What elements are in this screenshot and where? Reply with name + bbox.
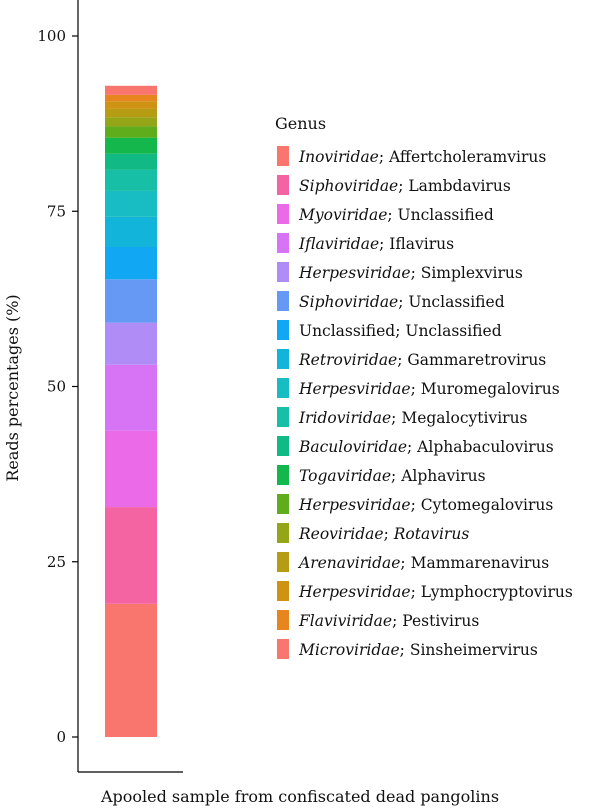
bar-segment-12 xyxy=(105,137,157,154)
legend-title: Genus xyxy=(275,114,326,133)
legend-key-11 xyxy=(277,436,289,456)
legend-label-15: Arenaviridae; Mammarenavirus xyxy=(297,554,549,572)
bar-segment-4 xyxy=(105,364,157,431)
legend-label-18: Microviridae; Sinsheimervirus xyxy=(298,641,538,659)
legend: Genus Inoviridae; Affertcholeramvirus Sip… xyxy=(275,114,573,659)
legend-key-16 xyxy=(277,581,289,601)
legend-label-12: Togaviridae; Alphavirus xyxy=(299,467,486,485)
y-tick-label: 100 xyxy=(37,27,66,45)
legend-key-15 xyxy=(277,552,289,572)
bar-segment-1 xyxy=(105,603,157,737)
bar-segment-6 xyxy=(105,279,157,323)
legend-key-5 xyxy=(277,262,289,282)
legend-key-8 xyxy=(277,349,289,369)
legend-label-7: Unclassified; Unclassified xyxy=(299,322,502,340)
legend-label-10: Iridoviridae; Megalocytivirus xyxy=(298,409,528,427)
y-tick-label: 25 xyxy=(47,553,66,571)
legend-key-9 xyxy=(277,378,289,398)
legend-label-1: Inoviridae; Affertcholeramvirus xyxy=(298,148,546,166)
x-axis-title: Apooled sample from confiscated dead pan… xyxy=(100,787,499,806)
bar-segment-10 xyxy=(105,169,157,191)
y-tick-label: 0 xyxy=(56,728,66,746)
bar-segment-14 xyxy=(105,117,157,127)
bar-segment-18 xyxy=(105,85,157,95)
legend-label-16: Herpesviridae; Lymphocryptovirus xyxy=(298,583,573,601)
y-axis: 0 25 50 75 100 xyxy=(37,0,79,772)
legend-key-13 xyxy=(277,494,289,514)
bar-segment-9 xyxy=(105,190,157,217)
bar-segment-8 xyxy=(105,216,157,248)
legend-key-6 xyxy=(277,291,289,311)
legend-label-4: Iflaviridae; Iflavirus xyxy=(298,235,454,253)
legend-label-6: Siphoviridae; Unclassified xyxy=(299,293,505,311)
bar-segment-7 xyxy=(105,247,157,280)
bar-segment-17 xyxy=(105,94,157,102)
legend-key-4 xyxy=(277,233,289,253)
legend-key-17 xyxy=(277,610,289,630)
legend-label-13: Herpesviridae; Cytomegalovirus xyxy=(298,496,553,514)
bar-segment-3 xyxy=(105,430,157,508)
legend-key-10 xyxy=(277,407,289,427)
legend-key-3 xyxy=(277,204,289,224)
legend-key-18 xyxy=(277,639,289,659)
legend-label-11: Baculoviridae; Alphabaculovirus xyxy=(298,438,554,456)
legend-label-2: Siphoviridae; Lambdavirus xyxy=(299,177,511,195)
legend-key-7 xyxy=(277,320,289,340)
legend-label-3: Myoviridae; Unclassified xyxy=(298,206,494,224)
bar-segment-16 xyxy=(105,101,157,109)
legend-label-5: Herpesviridae; Simplexvirus xyxy=(298,264,523,282)
y-tick-label: 75 xyxy=(47,202,66,220)
y-axis-title: Reads percentages (%) xyxy=(3,294,22,481)
legend-key-12 xyxy=(277,465,289,485)
legend-label-8: Retroviridae; Gammaretrovirus xyxy=(298,351,546,369)
legend-key-2 xyxy=(277,175,289,195)
bar-segment-2 xyxy=(105,507,157,604)
bar-segment-11 xyxy=(105,153,157,170)
bar-segment-13 xyxy=(105,126,157,138)
y-tick-label: 50 xyxy=(47,378,66,396)
legend-label-17: Flaviviridae; Pestivirus xyxy=(298,612,479,630)
legend-key-1 xyxy=(277,146,289,166)
legend-label-14: Reoviridae; Rotavirus xyxy=(298,525,469,543)
legend-key-14 xyxy=(277,523,289,543)
bar-stack xyxy=(105,85,157,737)
legend-label-9: Herpesviridae; Muromegalovirus xyxy=(298,380,560,398)
bar-segment-15 xyxy=(105,108,157,118)
bar-segment-5 xyxy=(105,322,157,365)
